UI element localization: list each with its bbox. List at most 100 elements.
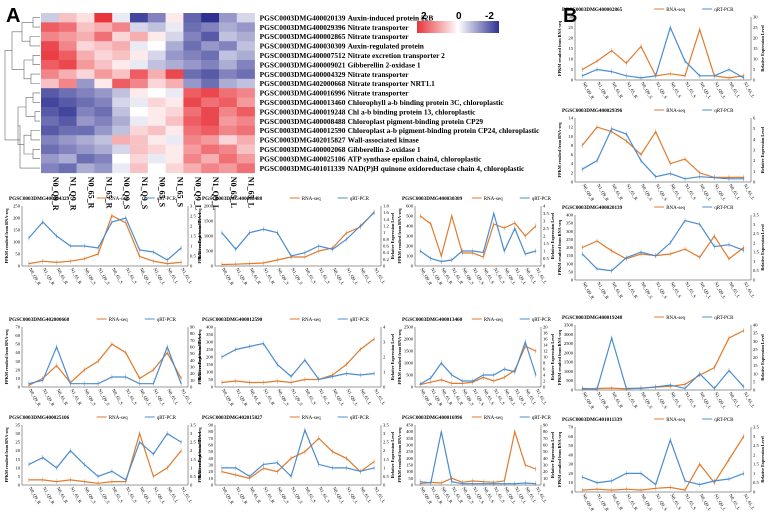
series-line-rna-seq (582, 235, 745, 260)
heatmap-panel: PGSC0003DMG400020139 Auxin-induced protei… (4, 11, 540, 211)
heatmap-cell (130, 22, 149, 33)
y-axis-title-right: Relative Expression Level (760, 334, 765, 381)
data-point-qrt-pcr (625, 257, 627, 259)
y-axis-title-right: Relative Expression Level (550, 333, 555, 380)
x-tick-label: N0_Q9_R (581, 281, 595, 301)
data-point-qrt-pcr (235, 467, 237, 469)
data-point-qrt-pcr (524, 341, 526, 343)
data-point-qrt-pcr (743, 77, 745, 79)
data-point-qrt-pcr (684, 219, 686, 222)
legend-label-qrt-pcr: qRT-PCR (157, 318, 177, 323)
y-tick-label-right: 16 (543, 337, 548, 342)
y-axis-title-right: Relative Expression Level (390, 333, 395, 380)
y-axis-title-left: FPKM resulted from RNA-seq (557, 20, 562, 76)
data-point-qrt-pcr (359, 374, 361, 376)
data-point-rna-seq (535, 468, 537, 470)
heatmap-cell (112, 69, 131, 80)
heatmap-cell (236, 78, 255, 89)
heatmap-cell (112, 125, 131, 136)
y-axis-title-right: Relative Expression Level (197, 333, 202, 380)
heatmap-row-description: Chlorophyll a-b binding protein 3C, chlo… (348, 98, 505, 107)
heatmap-cell (147, 69, 166, 80)
dendrogram-link (30, 73, 40, 84)
heatmap-cell (236, 144, 255, 155)
data-point-qrt-pcr (42, 456, 44, 459)
line-chart: PGSC0003DMG400025106 RNA-seq qRT-PCR051015… (4, 415, 202, 506)
data-point-qrt-pcr (430, 257, 432, 260)
heatmap-row-label: PGSC0003DMG400007512 (260, 51, 346, 60)
heatmap-cell (165, 125, 184, 136)
data-point-qrt-pcr (503, 483, 505, 485)
data-point-qrt-pcr (655, 483, 657, 486)
heatmap-row-label: PGSC0003DMG400013460 (260, 98, 346, 107)
heatmap-cell (201, 125, 220, 136)
series-line-rna-seq (420, 429, 537, 485)
y-tick-label-right: 0.5 (753, 268, 759, 273)
y-tick-label-left: 0 (571, 78, 574, 83)
heatmap-cell (165, 50, 184, 61)
data-point-qrt-pcr (640, 160, 642, 162)
data-point-qrt-pcr (472, 380, 474, 382)
x-tick-label: N1_Q9_S (290, 486, 304, 505)
data-point-rna-seq (180, 261, 182, 263)
data-point-qrt-pcr (276, 232, 278, 234)
y-tick-label-left: 2 (571, 170, 574, 175)
series-line-rna-seq (221, 437, 375, 479)
data-point-qrt-pcr (166, 432, 168, 435)
data-point-qrt-pcr (138, 249, 141, 251)
data-point-qrt-pcr (318, 245, 320, 247)
data-point-qrt-pcr (514, 483, 516, 485)
data-point-qrt-pcr (235, 248, 237, 250)
x-tick-label: N1_Q9_R (596, 391, 610, 411)
heatmap-column-label: N1_65_R (104, 177, 113, 209)
x-tick-label: N1_Q9_L (153, 267, 167, 286)
heatmap-cell (130, 125, 149, 136)
data-point-qrt-pcr (373, 212, 375, 214)
y-tick-label-right: 10 (543, 476, 548, 481)
data-point-rna-seq (684, 489, 686, 491)
heatmap-cell (165, 88, 184, 98)
heatmap-row-label: PGSC0003DMG400025106 (260, 154, 346, 163)
data-point-rna-seq (503, 376, 505, 378)
series-line-qrt-pcr (581, 219, 744, 272)
y-tick-label-right: 2.5 (190, 214, 196, 219)
color-scale-max-label: 2 (421, 11, 427, 22)
heatmap-cell (165, 107, 184, 117)
x-tick-label: N1_65_R (625, 281, 639, 300)
legend-label-rna-seq: RNA-seq (109, 318, 128, 323)
chart-title: PGSC0003DMG402000668 (9, 317, 70, 323)
x-tick-label: N0_Q9_L (699, 281, 713, 300)
heatmap-cell (58, 154, 77, 164)
y-tick-label-left: 250 (206, 347, 214, 352)
y-tick-label-right: 5 (753, 379, 756, 384)
data-point-rna-seq (345, 457, 348, 459)
heatmap-cell (236, 69, 255, 80)
y-axis-title-right: Relative Expression Level (760, 224, 765, 271)
heatmap-cell (219, 41, 238, 51)
data-point-qrt-pcr (83, 245, 85, 247)
y-tick-label-right: 2.5 (383, 440, 389, 445)
heatmap-cell (76, 154, 95, 164)
y-tick-label-right: 3 (383, 340, 386, 345)
x-tick-label: N1_Q9_L (713, 281, 727, 300)
data-point-qrt-pcr (684, 178, 686, 180)
y-tick-label-left: 0 (571, 490, 574, 495)
data-point-rna-seq (611, 50, 613, 52)
data-point-qrt-pcr (581, 253, 583, 255)
data-point-qrt-pcr (318, 378, 320, 381)
heatmap-cell (183, 41, 202, 51)
x-tick-label: N0_Q9_R (581, 391, 595, 411)
heatmap-cell (112, 88, 131, 98)
heatmap-cell (165, 69, 184, 80)
heatmap-cell (183, 78, 202, 89)
data-point-qrt-pcr (669, 172, 671, 175)
heatmap-cell (183, 125, 202, 136)
x-tick-label: N0_65_R (249, 486, 263, 505)
data-point-rna-seq (111, 343, 113, 345)
data-point-qrt-pcr (235, 348, 237, 351)
heatmap-cell (183, 116, 202, 127)
y-tick-label-left: 300 (206, 340, 214, 345)
heatmap-cell (236, 41, 255, 51)
y-tick-label-right: 30 (753, 15, 758, 20)
heatmap-cell (76, 135, 95, 145)
